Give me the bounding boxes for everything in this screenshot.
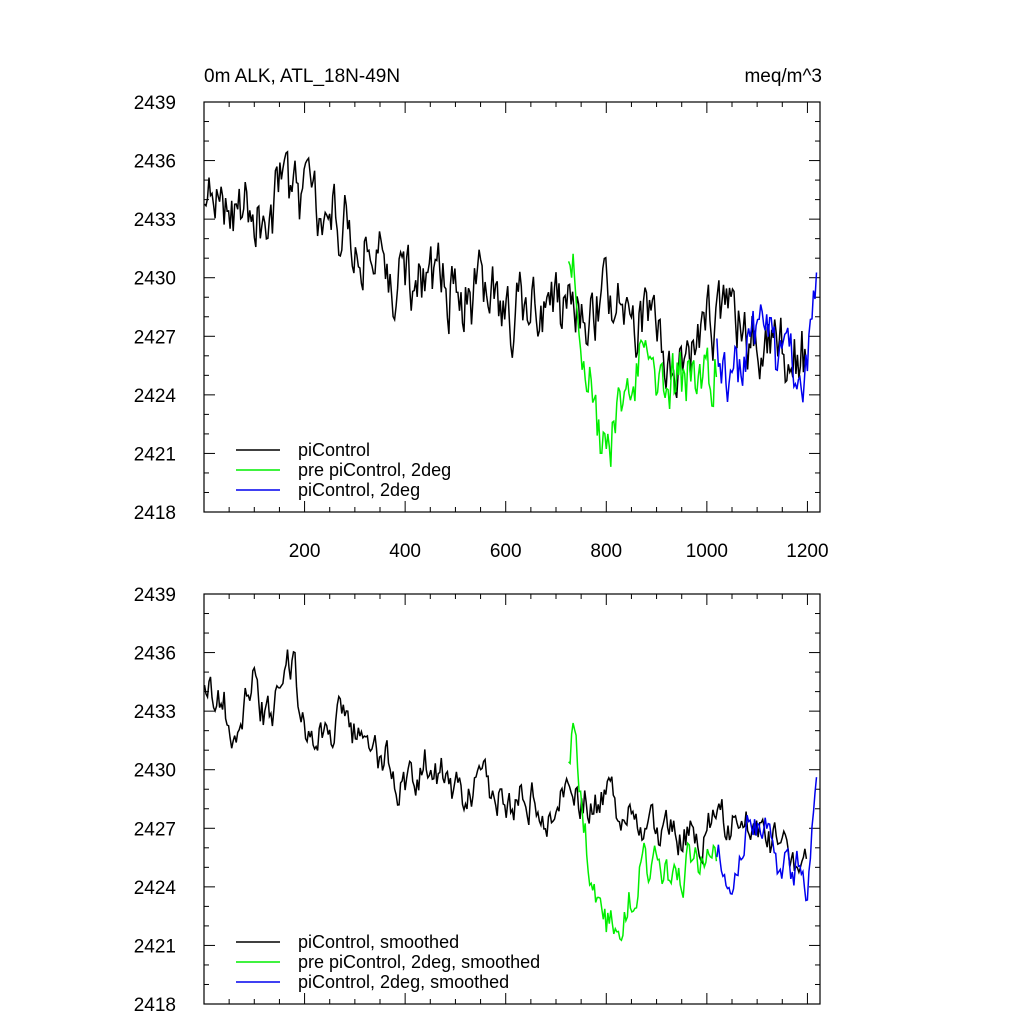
legend-label-3: piControl, 2deg, smoothed bbox=[298, 972, 509, 992]
x-tick-label: 1200 bbox=[786, 541, 828, 562]
legend-label-2: pre piControl, 2deg, smoothed bbox=[298, 952, 540, 972]
y-tick-label: 2418 bbox=[134, 995, 176, 1016]
x-tick-label: 200 bbox=[289, 541, 321, 562]
top-panel: 2418 2421 2424 2427 2430 2433 2436 2439 200 400 60… bbox=[134, 93, 829, 562]
x-tick-label: 1000 bbox=[686, 541, 728, 562]
series-line-2 bbox=[567, 253, 718, 467]
y-tick-label: 2427 bbox=[134, 327, 176, 348]
series-line-3 bbox=[716, 777, 818, 902]
y-tick-label: 2439 bbox=[134, 585, 176, 606]
series-line-1 bbox=[204, 150, 808, 399]
bottom-panel: 2418 2421 2424 2427 2430 2433 2436 2439 piContro… bbox=[134, 585, 821, 1016]
legend-label-1: piControl, smoothed bbox=[298, 932, 459, 952]
legend-label-3: piControl, 2deg bbox=[298, 480, 420, 500]
y-tick-label: 2436 bbox=[134, 644, 176, 665]
x-tick-label: 800 bbox=[590, 541, 622, 562]
y-tick-label: 2418 bbox=[134, 503, 176, 524]
plot-frame bbox=[203, 593, 821, 1005]
y-tick-label: 2439 bbox=[134, 93, 176, 114]
y-tick-label: 2424 bbox=[134, 878, 177, 899]
y-tick-label: 2430 bbox=[134, 761, 176, 782]
legend-label-1: piControl bbox=[298, 440, 370, 460]
series-line-2 bbox=[568, 722, 718, 942]
x-tick-label: 600 bbox=[490, 541, 522, 562]
plot-frame bbox=[203, 101, 821, 513]
series-line-1 bbox=[204, 649, 808, 875]
y-tick-label: 2427 bbox=[134, 819, 176, 840]
series-line-3 bbox=[716, 272, 818, 403]
y-tick-label: 2421 bbox=[134, 936, 176, 957]
y-tick-label: 2433 bbox=[134, 702, 176, 723]
chart-title-left: 0m ALK, ATL_18N-49N bbox=[204, 66, 400, 87]
y-tick-label: 2424 bbox=[134, 386, 177, 407]
x-tick-label: 400 bbox=[389, 541, 421, 562]
y-tick-label: 2436 bbox=[134, 152, 176, 173]
chart-title-right: meq/m^3 bbox=[744, 66, 822, 87]
y-tick-label: 2433 bbox=[134, 210, 176, 231]
legend-label-2: pre piControl, 2deg bbox=[298, 460, 451, 480]
y-tick-label: 2430 bbox=[134, 269, 176, 290]
y-tick-label: 2421 bbox=[134, 444, 176, 465]
